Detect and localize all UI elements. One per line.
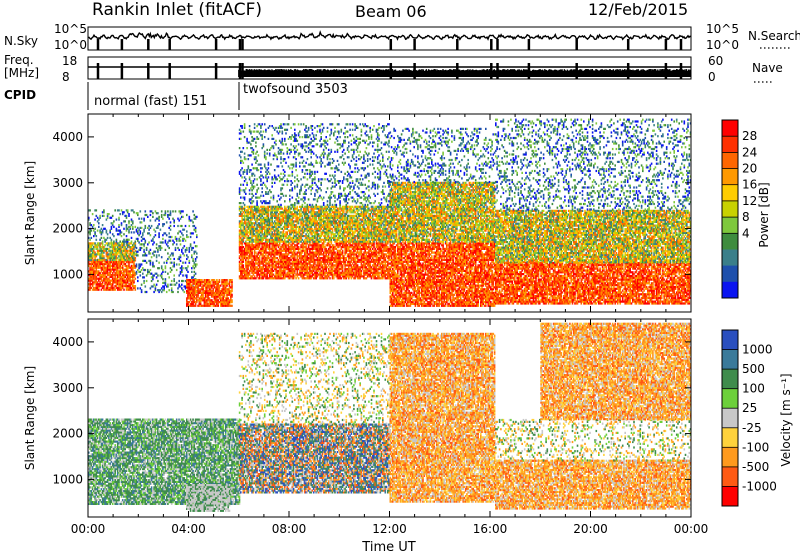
heat-cell (128, 263, 130, 265)
nsearch-tick-bottom: 10^0 (706, 38, 739, 52)
station-title: Rankin Inlet (fitACF) (92, 0, 262, 20)
nsky-markers (98, 39, 681, 50)
heat-cell (104, 244, 106, 246)
nsky-label: N.Sky (4, 34, 38, 48)
beam-title: Beam 06 (355, 2, 427, 21)
heat-cell (96, 255, 98, 257)
nsky-trace (88, 32, 691, 39)
heat-cell (135, 285, 137, 287)
cpid-label: CPID (4, 88, 36, 102)
nave-tick-top: 60 (708, 54, 723, 68)
heat-cell (135, 278, 137, 280)
cpid-mode-1: normal (fast) 151 (94, 94, 207, 109)
nsky-tick-bottom: 10^0 (54, 38, 87, 52)
freq-label: Freq. (4, 53, 34, 67)
heat-cell (133, 280, 135, 282)
freq-strip (88, 57, 691, 79)
nave-label: Nave (752, 61, 783, 75)
date-title: 12/Feb/2015 (588, 0, 688, 19)
cpid-mode-2: twofsound 3503 (243, 82, 348, 97)
nsky-strip (88, 27, 691, 50)
freq-unit: [MHz] (4, 66, 39, 80)
nave-tick-bottom: 0 (708, 70, 716, 84)
radar-summary-figure: Rankin Inlet (fitACF) Beam 06 12/Feb/201… (0, 0, 800, 554)
cpid-strip: normal (fast) 151 twofsound 3503 (88, 82, 348, 110)
nave-bars (239, 69, 690, 77)
freq-tick-top: 18 (62, 54, 77, 68)
nsearch-label: N.Search (748, 29, 800, 43)
heat-cell (94, 242, 96, 244)
heat-cell (103, 285, 105, 287)
nsky-tick-top: 10^5 (54, 22, 87, 36)
freq-tick-bottom: 8 (62, 70, 70, 84)
heat-cell (103, 255, 105, 257)
heat-cell (123, 289, 125, 291)
nsearch-tick-top: 10^5 (706, 22, 739, 36)
